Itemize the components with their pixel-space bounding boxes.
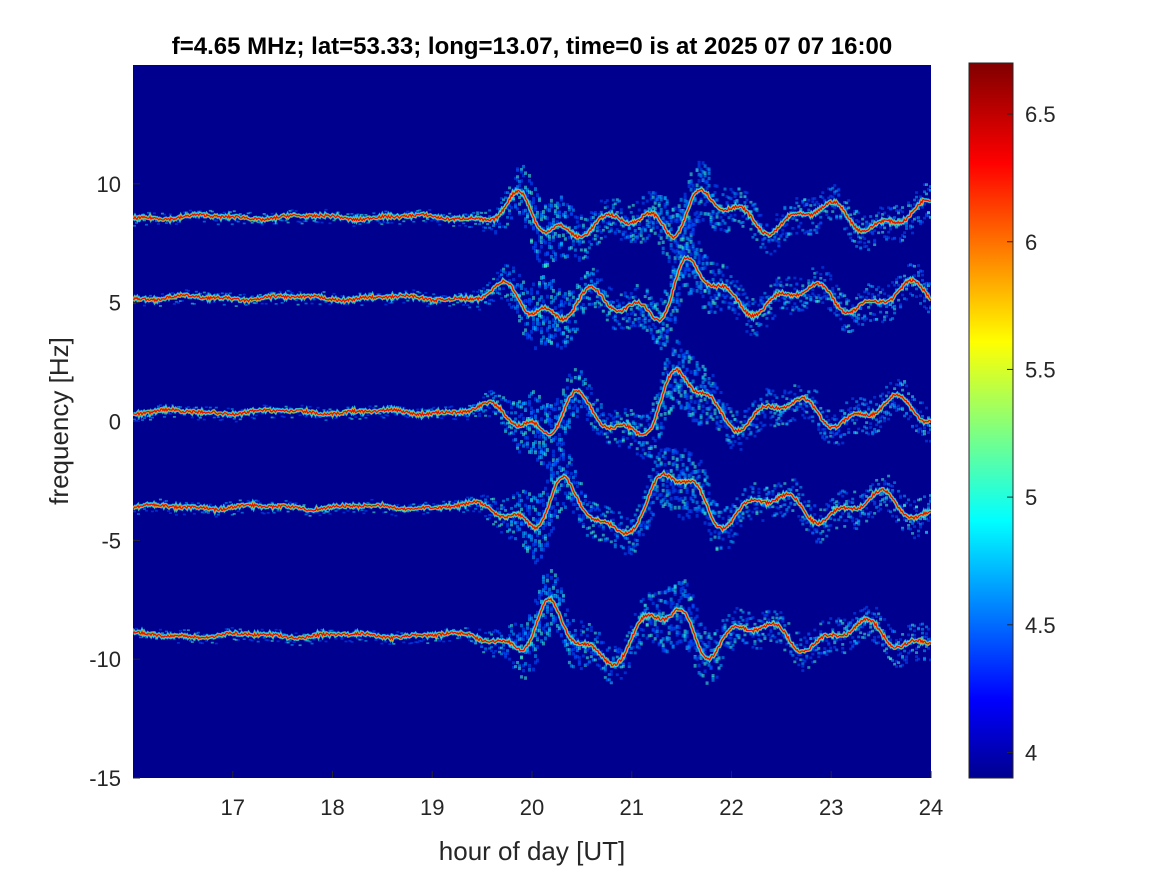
x-tick-label: 23 — [819, 795, 843, 820]
trace-3 — [133, 447, 931, 565]
y-tick-label: 0 — [109, 410, 121, 435]
colorbar-tick-label: 5.5 — [1025, 357, 1056, 382]
colorbar-tick-label: 6 — [1025, 230, 1037, 255]
x-tick-label: 21 — [620, 795, 644, 820]
y-tick-label: 10 — [97, 172, 121, 197]
x-tick-label: 22 — [719, 795, 743, 820]
chart-title: f=4.65 MHz; lat=53.33; long=13.07, time=… — [172, 33, 892, 60]
colorbar-tick-label: 5 — [1025, 485, 1037, 510]
x-tick-label: 20 — [520, 795, 544, 820]
colorbar-tick-label: 6.5 — [1025, 102, 1056, 127]
y-axis-label: frequency [Hz] — [44, 337, 74, 505]
y-tick-label: -15 — [89, 766, 121, 791]
y-axis: 10 5 0 -5 -10 -15 — [89, 172, 140, 791]
trace-2 — [133, 339, 931, 471]
spectral-traces — [133, 160, 931, 685]
x-tick-label: 24 — [919, 795, 943, 820]
x-tick-label: 19 — [420, 795, 444, 820]
trace-0 — [133, 160, 931, 274]
y-tick-label: 5 — [109, 291, 121, 316]
colorbar — [968, 62, 1014, 779]
colorbar-tick-label: 4.5 — [1025, 613, 1056, 638]
x-tick-label: 17 — [221, 795, 245, 820]
y-tick-label: -10 — [89, 647, 121, 672]
trace-4 — [133, 569, 931, 685]
y-tick-label: -5 — [101, 528, 121, 553]
x-tick-label: 18 — [320, 795, 344, 820]
x-axis-label: hour of day [UT] — [439, 836, 625, 866]
x-axis: 17 18 19 20 21 22 23 24 — [221, 771, 943, 820]
trace-1 — [133, 226, 931, 351]
colorbar-ticks: 6.5 6 5.5 5 4.5 4 — [1007, 102, 1056, 765]
colorbar-tick-label: 4 — [1025, 740, 1037, 765]
